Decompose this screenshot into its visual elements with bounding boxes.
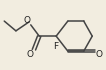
- Text: O: O: [24, 16, 31, 25]
- Text: O: O: [26, 50, 33, 59]
- Text: F: F: [53, 42, 58, 51]
- Text: O: O: [96, 50, 103, 59]
